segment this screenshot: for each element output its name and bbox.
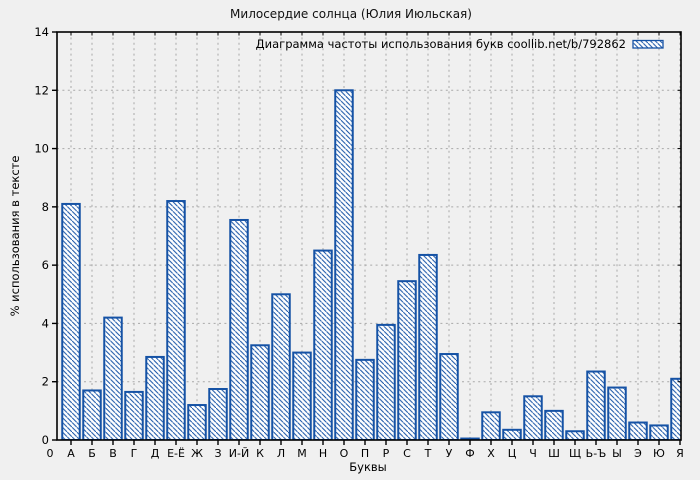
bar-У — [439, 353, 459, 440]
bar-П — [355, 358, 375, 440]
y-axis-title: % использования в тексте — [8, 156, 22, 317]
y-tick-label: 4 — [42, 316, 49, 330]
x-tick-label: Я — [676, 447, 684, 460]
y-tick-label: 14 — [34, 25, 49, 39]
x-tick-label: К — [256, 447, 264, 460]
bar-М — [292, 351, 312, 440]
x-tick-label: Х — [487, 447, 495, 460]
x-tick-label: В — [109, 447, 117, 460]
x-tick-label: Ч — [529, 447, 537, 460]
x-tick-label: З — [214, 447, 221, 460]
bar-Э — [628, 421, 648, 440]
y-tick-label: 8 — [42, 200, 49, 214]
y-tick-label: 0 — [42, 433, 49, 447]
legend-swatch — [632, 39, 664, 49]
x-tick-label: А — [67, 447, 75, 460]
bars — [61, 89, 681, 440]
x-tick-label: 0 — [47, 447, 54, 460]
x-tick-label: Л — [277, 447, 285, 460]
bar-Л — [271, 293, 291, 440]
x-axis-title: Буквы — [349, 460, 387, 474]
x-tick-label: Щ — [569, 447, 581, 460]
x-tick-label: Г — [131, 447, 138, 460]
x-tick-label: Б — [88, 447, 96, 460]
bar-Б — [82, 389, 102, 440]
bar-А — [61, 202, 81, 440]
bar-Е-Ё — [166, 200, 186, 440]
x-tick-label: Э — [634, 447, 642, 460]
x-tick-label: Н — [319, 447, 327, 460]
bar-Ч — [523, 395, 543, 440]
bar-Р — [376, 323, 396, 440]
bar-С — [397, 280, 417, 440]
y-tick-label: 2 — [42, 375, 49, 389]
y-tick-label: 10 — [34, 142, 49, 156]
bar-Г — [124, 390, 144, 440]
x-tick-label: Ь-Ъ — [586, 447, 607, 460]
bar-Ы — [607, 386, 627, 440]
y-tick-label: 12 — [34, 83, 49, 97]
bar-Ц — [502, 428, 522, 440]
x-tick-label: Ц — [508, 447, 517, 460]
bar-З — [208, 388, 228, 440]
bar-И-Й — [229, 218, 249, 440]
x-tick-label: Ы — [612, 447, 622, 460]
bar-В — [103, 316, 123, 440]
bar-Х — [481, 411, 501, 440]
bar-Ь-Ъ — [586, 370, 606, 440]
x-tick-label: У — [446, 447, 453, 460]
bar-О — [334, 89, 354, 440]
x-tick-label: П — [361, 447, 369, 460]
y-axis: 0 2 4 6 8 10 12 14 — [34, 25, 681, 447]
gridlines — [57, 32, 681, 440]
bar-Я — [670, 377, 681, 440]
x-tick-label: С — [403, 447, 411, 460]
x-tick-label: Т — [424, 447, 432, 460]
bar-Т — [418, 253, 438, 440]
chart-title: Милосердие солнца (Юлия Июльская) — [230, 7, 472, 21]
bar-Щ — [565, 430, 585, 440]
x-tick-label: Ю — [653, 447, 665, 460]
bar-Ю — [649, 424, 669, 440]
x-tick-label: Ж — [191, 447, 203, 460]
x-tick-label: И-Й — [229, 447, 249, 460]
x-tick-label: Р — [383, 447, 390, 460]
bar-Н — [313, 249, 333, 440]
y-tick-label: 6 — [42, 258, 49, 272]
bar-Д — [145, 355, 165, 440]
x-tick-label: Ш — [548, 447, 560, 460]
bar-К — [250, 344, 270, 440]
x-tick-label: О — [340, 447, 349, 460]
bar-Ж — [187, 404, 207, 440]
x-tick-label: М — [297, 447, 307, 460]
x-tick-label: Ф — [465, 447, 474, 460]
bar-Ш — [544, 409, 564, 440]
x-axis: 0 А Б В Г Д Е-Ё Ж З И-Й К Л М Н О П Р С Т У Ф Х Ц Ч Ш Щ Ь-Ъ Ы Э Ю Я — [47, 32, 684, 460]
legend-label: Диаграмма частоты использования букв coo… — [256, 37, 626, 51]
x-tick-label: Д — [151, 447, 160, 460]
plot-border — [56, 31, 682, 441]
x-tick-label: Е-Ё — [167, 447, 185, 460]
